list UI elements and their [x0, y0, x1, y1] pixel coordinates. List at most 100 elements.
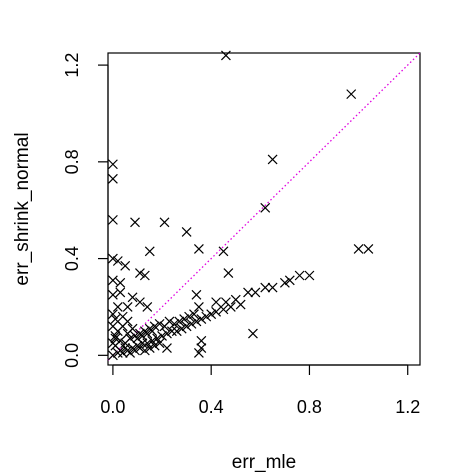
y-tick-label: 0.4: [62, 246, 82, 271]
data-point: [112, 256, 123, 266]
data-point: [250, 287, 261, 298]
data-point: [218, 304, 229, 315]
data-point: [135, 297, 145, 308]
data-point: [147, 335, 158, 346]
data-point: [201, 311, 212, 322]
data-point: [122, 328, 133, 339]
data-point: [144, 343, 155, 353]
data-point: [115, 277, 126, 288]
data-point: [132, 333, 143, 344]
data-point: [260, 282, 271, 293]
data-point: [162, 328, 172, 339]
data-point: [142, 302, 153, 312]
data-point: [139, 345, 150, 356]
data-point: [196, 335, 207, 346]
data-point: [130, 345, 140, 356]
data-point: [267, 282, 278, 293]
data-point: [110, 314, 121, 324]
data-point: [191, 316, 202, 327]
x-tick-label: 0.8: [297, 397, 322, 417]
data-point: [218, 246, 229, 257]
y-tick-label: 0.8: [62, 149, 82, 174]
x-tick-label: 0.0: [100, 397, 125, 417]
data-point: [130, 217, 140, 228]
data-point: [363, 243, 374, 254]
data-point: [110, 331, 121, 341]
data-point: [142, 328, 153, 339]
data-point: [107, 159, 118, 170]
data-point: [107, 350, 118, 361]
data-point: [125, 347, 136, 358]
data-point: [304, 270, 315, 281]
data-point: [235, 299, 246, 310]
data-point: [189, 309, 199, 320]
data-point: [154, 338, 165, 349]
data-point: [284, 275, 295, 286]
data-point: [179, 314, 190, 324]
data-point: [294, 270, 305, 281]
data-point: [107, 338, 118, 349]
y-axis-title: err_shrink_normal: [12, 132, 33, 285]
data-point: [191, 289, 202, 300]
data-point: [260, 202, 271, 213]
data-point: [181, 321, 192, 332]
data-point: [220, 50, 231, 61]
data-point: [107, 253, 118, 264]
data-point: [152, 333, 163, 344]
data-point: [166, 326, 177, 337]
data-point: [211, 306, 222, 317]
data-point: [107, 309, 118, 320]
data-point: [176, 323, 187, 334]
x-tick-label: 0.4: [199, 397, 224, 417]
data-point: [171, 326, 182, 337]
data-point: [223, 268, 234, 279]
data-point: [162, 343, 172, 353]
data-point: [346, 89, 357, 100]
data-point: [196, 314, 207, 324]
x-axis: 0.0 0.4 0.8 1.2: [100, 364, 420, 417]
data-points: [107, 50, 374, 361]
data-point: [112, 302, 123, 312]
data-point: [193, 302, 204, 312]
data-point: [125, 333, 136, 344]
data-point: [157, 331, 167, 341]
data-point: [135, 268, 145, 279]
data-point: [196, 343, 207, 353]
x-tick-label: 1.2: [395, 397, 420, 417]
y-axis: 0.0 0.4 0.8 1.2: [62, 53, 109, 368]
data-point: [149, 340, 160, 351]
data-point: [144, 246, 155, 257]
data-point: [110, 333, 121, 344]
data-point: [174, 316, 185, 327]
data-point: [115, 287, 126, 298]
data-point: [164, 316, 175, 327]
data-point: [159, 217, 170, 228]
data-point: [142, 338, 153, 349]
data-point: [117, 311, 128, 322]
data-point: [279, 277, 290, 288]
data-point: [139, 270, 150, 281]
data-point: [225, 302, 236, 312]
data-point: [186, 318, 197, 329]
data-point: [169, 318, 180, 329]
data-point: [120, 260, 131, 271]
x-axis-title: err_mle: [232, 452, 296, 473]
data-point: [181, 227, 192, 237]
data-point: [107, 214, 118, 225]
data-point: [243, 287, 253, 298]
identity-reference-line: [107, 52, 421, 361]
y-tick-label: 1.2: [62, 53, 82, 78]
data-point: [107, 321, 118, 332]
data-point: [248, 328, 258, 339]
data-point: [122, 302, 133, 312]
data-point: [147, 326, 158, 337]
data-point: [107, 289, 118, 300]
data-point: [267, 154, 278, 165]
y-tick-label: 0.0: [62, 343, 82, 368]
data-point: [206, 309, 217, 320]
data-point: [353, 243, 364, 254]
data-point: [135, 343, 145, 353]
data-point: [184, 311, 194, 322]
data-point: [107, 275, 118, 286]
